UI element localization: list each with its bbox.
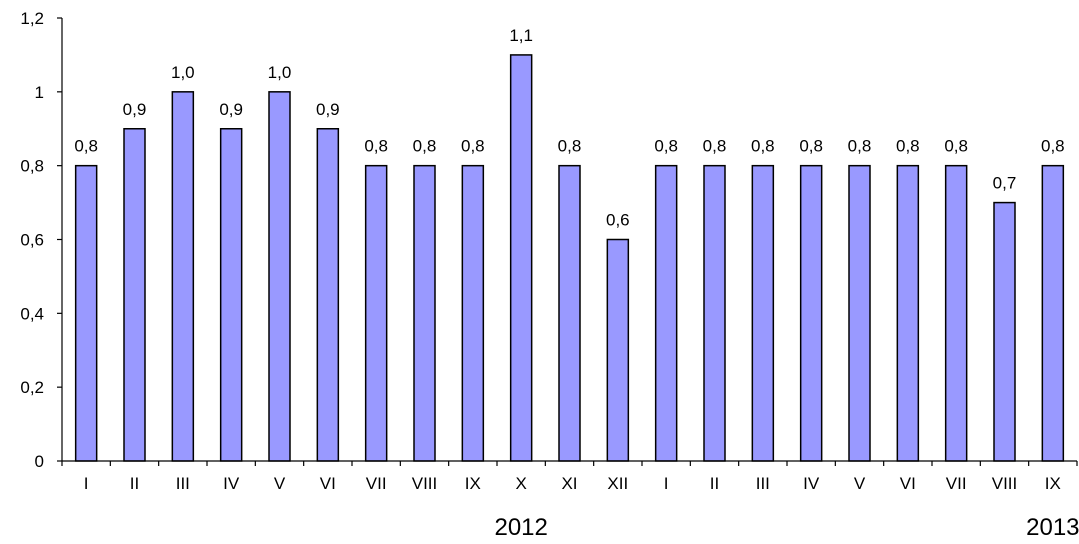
x-tick-label: VIII — [992, 474, 1018, 493]
data-label: 1,0 — [171, 63, 195, 82]
y-tick-label: 0 — [35, 452, 44, 471]
x-tick-label: IX — [465, 474, 481, 493]
bar — [316, 128, 340, 462]
bar — [944, 164, 968, 462]
data-label: 0,8 — [896, 137, 920, 156]
bar — [848, 164, 871, 462]
bar — [219, 128, 243, 462]
x-tick-label: IV — [803, 474, 820, 493]
bar — [509, 54, 533, 462]
year-label: 2013 — [1026, 514, 1079, 541]
data-label: 0,8 — [1041, 137, 1065, 156]
data-label: 1,1 — [509, 26, 533, 45]
data-label: 0,8 — [558, 137, 582, 156]
bar — [123, 128, 146, 462]
data-label: 1,0 — [268, 63, 292, 82]
x-tick-label: VIII — [412, 474, 438, 493]
y-tick-label: 1 — [35, 83, 44, 102]
data-labels-layer: 0,8 0,9 1,0 0,9 1,0 0,9 0,8 0,8 0,8 1,1 0,8 0,6 0,8 0… — [74, 26, 1064, 230]
bar — [268, 91, 291, 462]
x-tick-label: I — [84, 474, 89, 493]
y-tick-label: 0,4 — [20, 304, 44, 323]
data-label: 0,9 — [123, 100, 147, 119]
x-tick-label: V — [274, 474, 286, 493]
x-tick-label: V — [854, 474, 866, 493]
bar — [461, 164, 485, 462]
bar — [896, 164, 920, 462]
bar — [993, 201, 1016, 462]
data-label: 0,8 — [364, 137, 388, 156]
x-tick-label: IX — [1045, 474, 1061, 493]
x-tick-label: X — [515, 474, 526, 493]
bar — [1041, 164, 1065, 462]
data-label: 0,8 — [799, 137, 823, 156]
data-label: 0,8 — [944, 137, 968, 156]
x-tick-label: I — [664, 474, 669, 493]
x-tick-label: III — [176, 474, 190, 493]
y-tick-label: 0,6 — [20, 231, 44, 250]
data-label: 0,8 — [848, 137, 872, 156]
bars-layer — [74, 54, 1065, 462]
data-label: 0,8 — [74, 137, 98, 156]
y-tick-label: 1,2 — [20, 9, 44, 28]
bar — [74, 164, 98, 462]
bar — [703, 164, 726, 462]
x-tick-label: VI — [900, 474, 916, 493]
axes-layer: 00,20,40,60,811,2I II III IV V VI VII VIII IX X XI… — [20, 9, 1079, 541]
year-label: 2012 — [494, 514, 547, 541]
bar — [606, 238, 630, 462]
y-tick-label: 0,8 — [20, 157, 44, 176]
bar — [171, 91, 195, 462]
data-label: 0,8 — [703, 137, 727, 156]
x-tick-label: II — [710, 474, 719, 493]
data-label: 0,9 — [316, 100, 340, 119]
y-tick-label: 0,2 — [20, 378, 44, 397]
data-label: 0,6 — [606, 211, 630, 230]
bar — [751, 164, 775, 462]
data-label: 0,8 — [654, 137, 678, 156]
x-tick-label: VI — [320, 474, 336, 493]
x-tick-label: II — [130, 474, 139, 493]
x-tick-label: VII — [366, 474, 387, 493]
data-label: 0,8 — [461, 137, 485, 156]
bar — [364, 164, 388, 462]
bar — [413, 164, 436, 462]
x-tick-label: XI — [561, 474, 577, 493]
x-tick-label: IV — [223, 474, 240, 493]
data-label: 0,7 — [993, 174, 1017, 193]
bar — [654, 164, 678, 462]
x-tick-label: XII — [607, 474, 628, 493]
x-tick-label: III — [756, 474, 770, 493]
data-label: 0,9 — [219, 100, 243, 119]
data-label: 0,8 — [413, 137, 437, 156]
x-tick-label: VII — [946, 474, 967, 493]
bar — [558, 164, 581, 462]
bar — [799, 164, 823, 462]
data-label: 0,8 — [751, 137, 775, 156]
